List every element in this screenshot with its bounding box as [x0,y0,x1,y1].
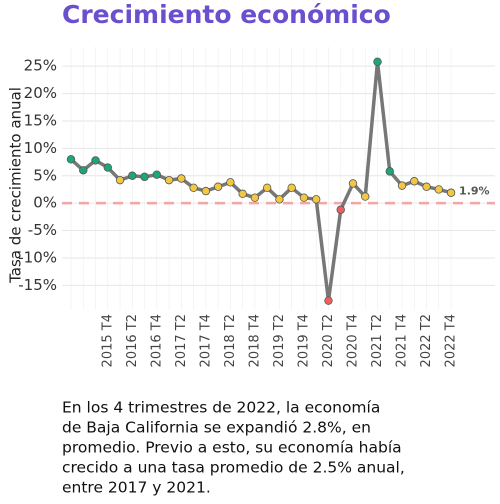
point [373,57,382,66]
caption-line: En los 4 trimestres de 2022, la economía [62,399,380,417]
x-tick-label: 2019 T4 [296,314,311,367]
y-tick-label: 0% [33,194,57,212]
x-tick-label: 2022 T4 [444,314,459,367]
caption-line: de Baja California se expandió 2.8%, en [62,419,371,437]
y-tick-label: 10% [24,139,57,157]
end-label: 1.9% [459,185,490,198]
point [66,155,76,164]
point [115,175,125,185]
x-tick-label: 2016 T4 [149,314,164,367]
x-tick-label: 2020 T2 [321,314,336,367]
x-tick-label: 2018 T2 [223,314,238,367]
point [91,156,100,165]
x-tick-label: 2019 T2 [272,314,287,367]
y-tick-label: 15% [24,111,57,129]
x-tick-label: 2015 T4 [100,314,115,367]
y-tick-label: -15% [18,276,57,294]
point [348,179,358,188]
y-axis-title: Tasa de crecimiento anual [7,87,25,284]
point [128,171,137,180]
x-tick-label: 2021 T4 [395,314,410,367]
point [312,195,321,204]
y-tick-label: -10% [18,248,57,266]
y-tick-label: 5% [33,166,57,184]
point [213,182,223,191]
point [422,182,431,191]
point [164,175,174,185]
point [140,172,149,182]
point [189,183,198,193]
y-tick-label: 20% [24,84,57,102]
point [238,189,247,199]
caption-line: promedio. Previo a esto, su economía hab… [62,439,402,457]
y-tick-label: -5% [28,221,57,239]
point [287,183,296,193]
x-tick-label: 2017 T4 [198,314,213,367]
caption-line: crecido a una tasa promedio de 2.5% anua… [62,459,405,477]
point [226,178,235,187]
point [262,183,272,193]
point [201,186,211,196]
caption-line: entre 2017 y 2021. [62,479,211,497]
point [152,170,162,179]
x-tick-label: 2021 T2 [370,314,385,367]
point [299,193,309,202]
point [385,167,394,176]
point [397,181,407,190]
point [177,174,186,183]
point [79,166,88,175]
point [434,185,443,194]
x-tick-label: 2018 T4 [247,314,262,367]
point [275,195,284,204]
x-tick-label: 2022 T2 [419,314,434,367]
chart-title: Crecimiento económico [62,0,391,29]
point [336,205,345,214]
point [446,188,456,197]
point [103,163,112,172]
point [361,192,370,201]
point [324,296,333,305]
point [410,177,419,186]
line [69,60,452,303]
point [250,193,260,202]
y-tick-label: 25% [24,57,57,75]
x-tick-label: 2020 T4 [345,314,360,367]
x-tick-label: 2016 T2 [125,314,140,367]
x-tick-label: 2017 T2 [174,314,189,367]
